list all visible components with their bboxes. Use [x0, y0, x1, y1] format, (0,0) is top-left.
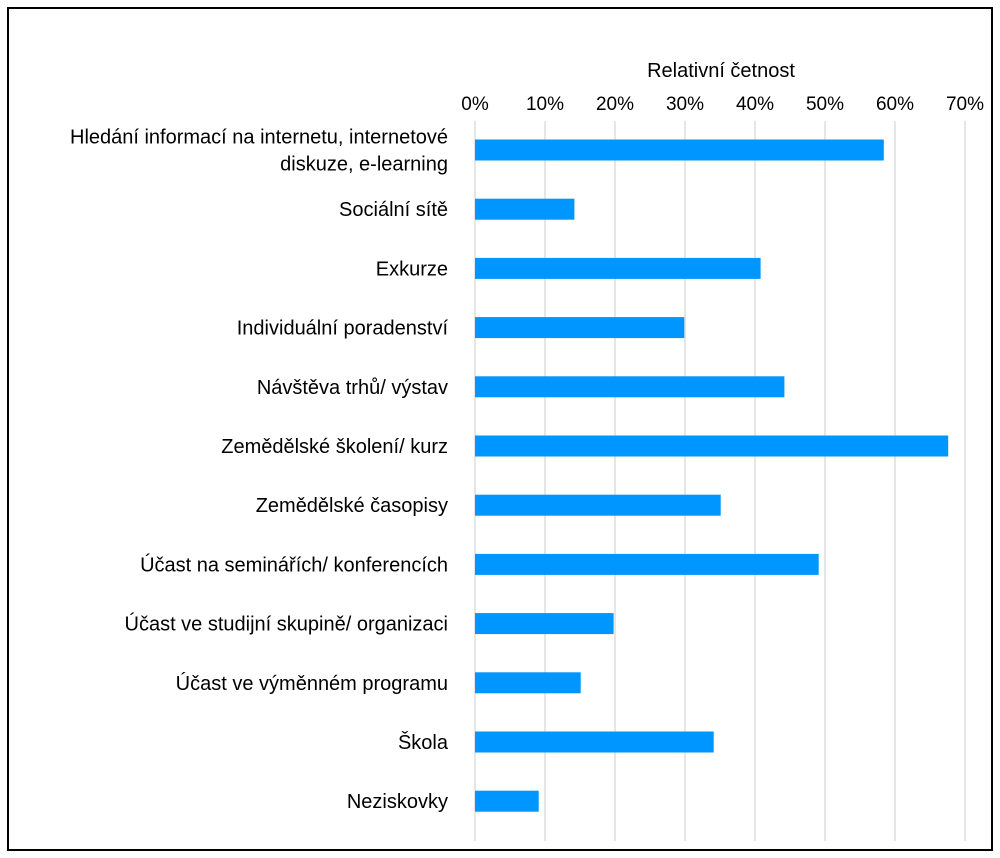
x-axis-title: Relativní četnost	[647, 60, 795, 82]
category-label: Hledání informací na internetu, internet…	[70, 127, 448, 176]
bar	[475, 790, 539, 812]
x-tick-label: 20%	[596, 94, 634, 115]
category-label-line: Účast ve výměnném programu	[176, 672, 448, 695]
bar	[475, 731, 714, 753]
category-label-line: diskuze, e-learning	[280, 154, 448, 176]
category-label: Návštěva trhů/ výstav	[257, 377, 448, 399]
category-label: Exkurze	[376, 258, 448, 280]
bar	[475, 139, 884, 161]
category-label-line: Zemědělské školení/ kurz	[221, 436, 448, 458]
category-label: Sociální sítě	[339, 199, 448, 221]
category-label: Neziskovky	[347, 791, 448, 813]
category-label-line: Exkurze	[376, 258, 448, 280]
category-labels: Hledání informací na internetu, internet…	[70, 127, 449, 814]
gridlines	[474, 121, 966, 841]
bar	[475, 613, 614, 635]
bar	[475, 672, 581, 694]
category-label: Účast na seminářích/ konferencích	[140, 553, 448, 576]
bar	[475, 435, 949, 457]
x-tick-label: 70%	[946, 94, 984, 115]
category-label-line: Hledání informací na internetu, internet…	[70, 127, 448, 149]
category-label-line: Neziskovky	[347, 791, 448, 813]
x-tick-label: 50%	[806, 94, 844, 115]
category-label-line: Zemědělské časopisy	[256, 495, 448, 517]
x-tick-label: 0%	[461, 94, 489, 115]
chart-frame: Relativní četnost 0% 10% 20% 30% 40% 50% 60% 70…	[7, 7, 993, 851]
x-tick-label: 10%	[526, 94, 564, 115]
bar	[475, 494, 721, 516]
category-label-line: Individuální poradenství	[237, 318, 449, 340]
bar	[475, 198, 575, 220]
category-label: Škola	[398, 731, 449, 754]
category-label: Individuální poradenství	[237, 318, 449, 340]
category-label: Zemědělské školení/ kurz	[221, 436, 448, 458]
category-label-line: Návštěva trhů/ výstav	[257, 377, 448, 399]
bar-chart: Relativní četnost 0% 10% 20% 30% 40% 50% 60% 70…	[70, 60, 984, 841]
category-label: Účast ve výměnném programu	[176, 672, 448, 695]
category-label: Účast ve studijní skupině/ organizaci	[125, 613, 449, 636]
x-tick-label: 60%	[876, 94, 914, 115]
x-tick-label: 40%	[736, 94, 774, 115]
category-label: Zemědělské časopisy	[256, 495, 448, 517]
bars	[475, 139, 949, 812]
bar	[475, 376, 785, 398]
bar	[475, 553, 819, 575]
x-tick-labels: 0% 10% 20% 30% 40% 50% 60% 70%	[461, 94, 984, 115]
bar	[475, 317, 685, 339]
category-label-line: Účast na seminářích/ konferencích	[140, 553, 448, 576]
bar	[475, 257, 761, 279]
category-label-line: Škola	[398, 731, 449, 754]
x-tick-label: 30%	[666, 94, 704, 115]
category-label-line: Sociální sítě	[339, 199, 448, 221]
category-label-line: Účast ve studijní skupině/ organizaci	[125, 613, 449, 636]
